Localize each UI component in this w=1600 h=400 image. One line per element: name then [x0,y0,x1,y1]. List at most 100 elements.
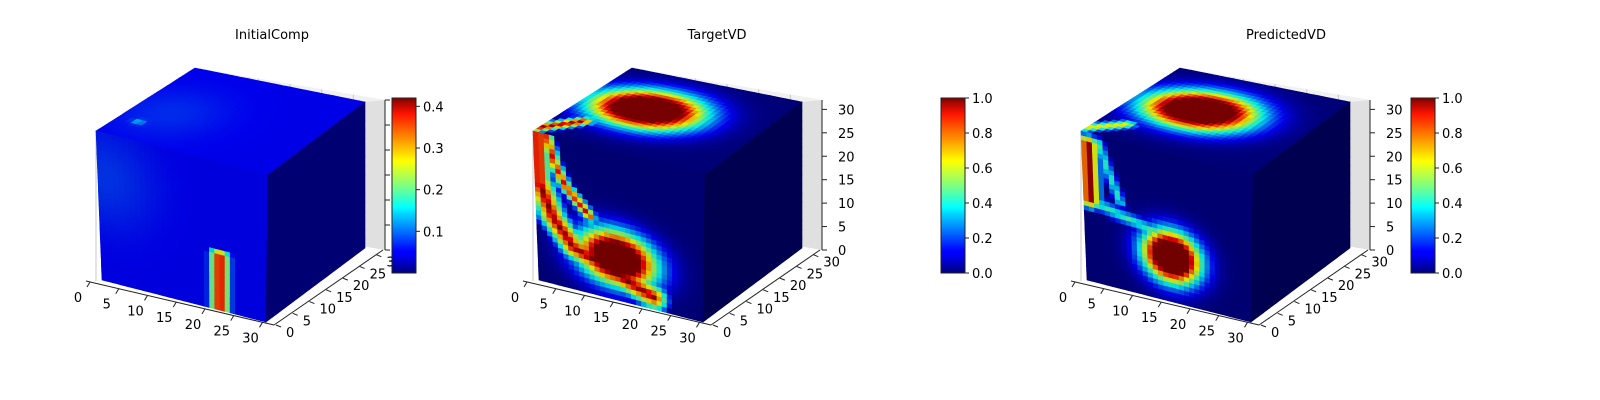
voxel-front [245,311,252,319]
voxel-front [584,286,591,294]
y-tick-label: 0 [1271,326,1279,341]
y-axis-line [273,249,384,326]
y-tick-label: 5 [303,314,311,329]
y-tick-mark [1260,324,1267,328]
z-tick-label: 5 [838,221,846,236]
x-tick-mark [581,295,585,301]
voxel-front [204,301,210,308]
voxel-front [682,311,689,319]
voxel-front [543,276,550,283]
y-tick-label: 20 [1338,279,1355,294]
panel-title-target: TargetVD [686,28,746,43]
voxel-front [558,280,565,287]
colorbar-tick-label: 1.0 [972,92,993,107]
panel-initial-cube [95,67,366,323]
voxel-front [600,290,606,298]
y-tick-label: 0 [723,326,731,341]
voxel-front [260,315,267,323]
voxel-front [620,296,627,303]
x-tick-mark [1215,315,1220,321]
panel-target: TargetVD 0 5 10 15 20 25 30 0510152025300510152… [511,28,993,346]
x-tick-mark [523,281,528,288]
x-tick-mark [1129,295,1133,301]
y-tick-label: 0 [286,326,294,341]
voxel-front [178,294,185,302]
y-tick-mark [796,265,802,269]
x-tick-label: 30 [242,331,259,346]
x-tick-mark [1157,301,1162,308]
colorbar-tick-label: 0.6 [972,162,993,177]
voxel-front [635,299,642,307]
y-tick-mark [1327,277,1334,281]
voxel-front [214,303,221,311]
colorbar-tick-label: 0.4 [972,197,993,212]
y-tick-mark [1344,265,1350,269]
x-tick-label: 15 [156,311,173,326]
voxel-front [250,313,257,320]
x-tick-label: 15 [593,311,610,326]
voxel-front [193,298,200,306]
y-tick-label: 15 [1321,291,1338,306]
y-tick-mark [376,254,382,258]
z-tick-label: 20 [838,150,855,165]
x-tick-mark [144,295,148,301]
y-tick-mark [342,277,349,281]
z-tick-label: 25 [838,127,855,142]
y-tick-label: 5 [1288,314,1296,329]
panel-title-predicted: PredictedVD [1246,28,1326,43]
x-tick-label: 30 [679,331,696,346]
voxel-front [147,286,154,294]
voxel-front [625,297,632,304]
y-tick-mark [1294,301,1300,305]
voxel-front [188,297,195,304]
x-tick-label: 25 [213,325,230,340]
y-tick-label: 20 [790,279,807,294]
x-tick-mark [1071,281,1076,288]
x-tick-mark [1186,308,1191,315]
panel-title-initial: InitialComp [235,28,309,43]
panel-predicted-cube [1080,67,1351,323]
x-tick-mark [552,288,557,294]
colorbar-tick-label: 0.4 [423,100,444,115]
x-tick-label: 0 [74,291,82,306]
voxel-front [594,289,601,297]
voxel-front [163,290,169,298]
z-tick-label: 0 [1386,244,1394,259]
y-tick-mark [779,277,786,281]
voxel-front [255,314,262,322]
x-tick-label: 0 [511,291,519,306]
colorbar-gradient [391,97,417,274]
colorbar-initial: 0.10.20.30.4 [391,97,444,274]
x-tick-label: 25 [1198,325,1215,340]
y-tick-label: 25 [1355,267,1372,282]
z-tick-label: 30 [1386,103,1403,118]
x-tick-label: 30 [1227,331,1244,346]
x-tick-label: 20 [185,318,202,333]
z-tick-label: 10 [1386,197,1403,212]
panel-target-cube [532,67,803,323]
voxel-front [641,301,647,308]
x-tick-label: 5 [103,298,111,313]
panel-predicted: PredictedVD 0 5 10 15 20 25 30 0510152025300510… [1059,28,1463,346]
x-tick-mark [259,322,263,328]
voxel-front [198,299,205,307]
y-tick-label: 10 [319,303,336,318]
y-tick-label: 15 [773,291,790,306]
z-tick-label: 30 [838,103,855,118]
voxel-front [142,285,149,293]
x-tick-mark [172,301,177,308]
y-tick-mark [712,324,719,328]
y-tick-mark [762,289,769,293]
y-tick-label: 20 [353,279,370,294]
voxel-front [116,278,123,286]
x-tick-label: 5 [540,298,548,313]
voxel-front [666,307,673,315]
voxel-front [605,292,612,299]
z-tick-label: 10 [838,197,855,212]
voxel-front [697,315,704,323]
voxel-front [121,280,128,287]
x-tick-mark [667,315,672,321]
x-tick-mark [230,315,235,321]
x-tick-mark [201,308,206,315]
